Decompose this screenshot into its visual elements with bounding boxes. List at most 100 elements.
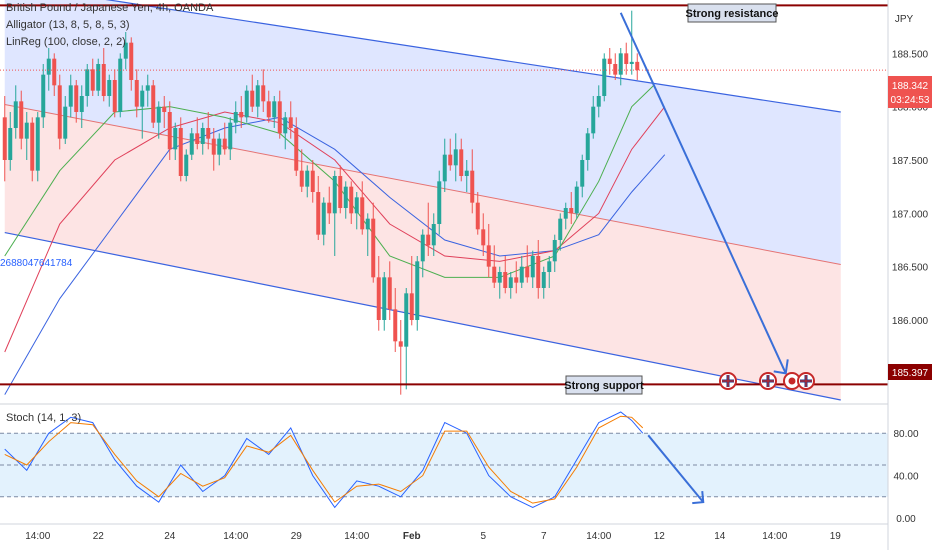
- candle-body: [629, 61, 634, 64]
- candle-body: [371, 218, 376, 278]
- candle-body: [541, 272, 546, 288]
- candle-body: [354, 197, 359, 214]
- candle: [178, 117, 183, 182]
- stoch-legend[interactable]: Stoch (14, 1, 3): [6, 412, 82, 424]
- candle: [134, 69, 139, 118]
- candle-body: [30, 122, 35, 171]
- candle: [635, 53, 640, 80]
- candle-body: [299, 170, 304, 187]
- time-tick-label: 7: [541, 531, 547, 542]
- candle-body: [151, 85, 156, 123]
- candle: [343, 181, 348, 219]
- candle-body: [96, 64, 101, 91]
- candle-body: [239, 112, 244, 118]
- candle-body: [552, 240, 557, 262]
- candle-body: [387, 277, 392, 310]
- candle: [68, 74, 73, 118]
- time-tick-label: Feb: [403, 531, 421, 542]
- candle: [404, 288, 409, 390]
- candle: [52, 53, 57, 96]
- candle: [305, 165, 310, 198]
- uk-flag-icon[interactable]: [797, 372, 815, 390]
- candle: [398, 320, 403, 395]
- candle: [294, 117, 299, 176]
- candle: [261, 69, 266, 112]
- candle: [19, 90, 24, 150]
- candle-body: [415, 261, 420, 320]
- candle-body: [101, 64, 106, 96]
- price-tick-label: 187.000: [892, 209, 929, 220]
- candle-body: [206, 128, 211, 139]
- support-annotation[interactable]: Strong support: [564, 375, 644, 395]
- projection-arrow: [619, 12, 787, 374]
- candle-body: [420, 234, 425, 262]
- candle: [580, 154, 585, 198]
- candle-body: [52, 58, 57, 86]
- candle: [255, 80, 260, 118]
- candle-body: [459, 149, 464, 176]
- linreg-legend[interactable]: LinReg (100, close, 2, 2): [6, 36, 126, 48]
- time-tick-label: 5: [480, 531, 486, 542]
- candle: [118, 53, 123, 118]
- last-price-value: 188.342: [892, 81, 929, 92]
- alligator-legend[interactable]: Alligator (13, 8, 5, 8, 5, 3): [6, 19, 130, 31]
- candle-body: [618, 53, 623, 75]
- candle-body: [200, 128, 205, 144]
- price-tick-label: 188.000: [892, 103, 929, 114]
- candle-body: [277, 101, 282, 134]
- candle-body: [558, 218, 563, 240]
- candle: [442, 138, 447, 192]
- candle: [272, 96, 277, 128]
- candle: [8, 112, 13, 171]
- candle-body: [283, 117, 288, 134]
- uk-flag-icon[interactable]: [719, 372, 737, 390]
- stoch-projection-arrowhead: [692, 491, 705, 505]
- candle-body: [217, 138, 222, 155]
- candle: [514, 261, 519, 294]
- resistance-label: Strong resistance: [686, 8, 779, 20]
- candle: [189, 128, 194, 160]
- resistance-annotation[interactable]: Strong resistance: [686, 3, 779, 23]
- candle: [217, 133, 222, 166]
- candle-body: [35, 117, 40, 171]
- time-tick-label: 22: [93, 531, 105, 542]
- candle-body: [266, 101, 271, 118]
- candle-body: [24, 122, 29, 139]
- candle-body: [453, 149, 458, 166]
- candle: [200, 122, 205, 155]
- time-tick-label: 24: [164, 531, 176, 542]
- candle-body: [79, 96, 84, 112]
- candle-body: [508, 277, 513, 288]
- candle: [283, 112, 288, 150]
- event-markers[interactable]: [719, 372, 815, 390]
- candle-body: [123, 42, 128, 59]
- candle: [35, 112, 40, 182]
- candle: [112, 69, 117, 118]
- candle-body: [580, 160, 585, 187]
- candle-body: [288, 117, 293, 128]
- candle-body: [365, 218, 370, 230]
- candle: [492, 245, 497, 288]
- time-tick-label: 19: [830, 531, 842, 542]
- candle: [228, 117, 233, 160]
- stoch-projection-arrow: [647, 434, 705, 503]
- candle: [123, 32, 128, 70]
- candle-body: [140, 90, 145, 107]
- candle-body: [591, 106, 596, 134]
- candle: [453, 133, 458, 182]
- candle-body: [563, 208, 568, 219]
- candle: [173, 122, 178, 160]
- candle: [481, 213, 486, 256]
- candle: [613, 53, 618, 80]
- candle: [233, 101, 238, 134]
- uk-flag-icon[interactable]: [759, 372, 777, 390]
- candle: [79, 85, 84, 128]
- support-resistance-lines: [0, 4, 888, 386]
- linreg-side-value: 2688047641784: [0, 258, 73, 269]
- candle-body: [107, 80, 112, 96]
- candle-body: [321, 202, 326, 235]
- candle-body: [112, 80, 117, 112]
- candle-body: [503, 272, 508, 288]
- candle-body: [162, 106, 167, 112]
